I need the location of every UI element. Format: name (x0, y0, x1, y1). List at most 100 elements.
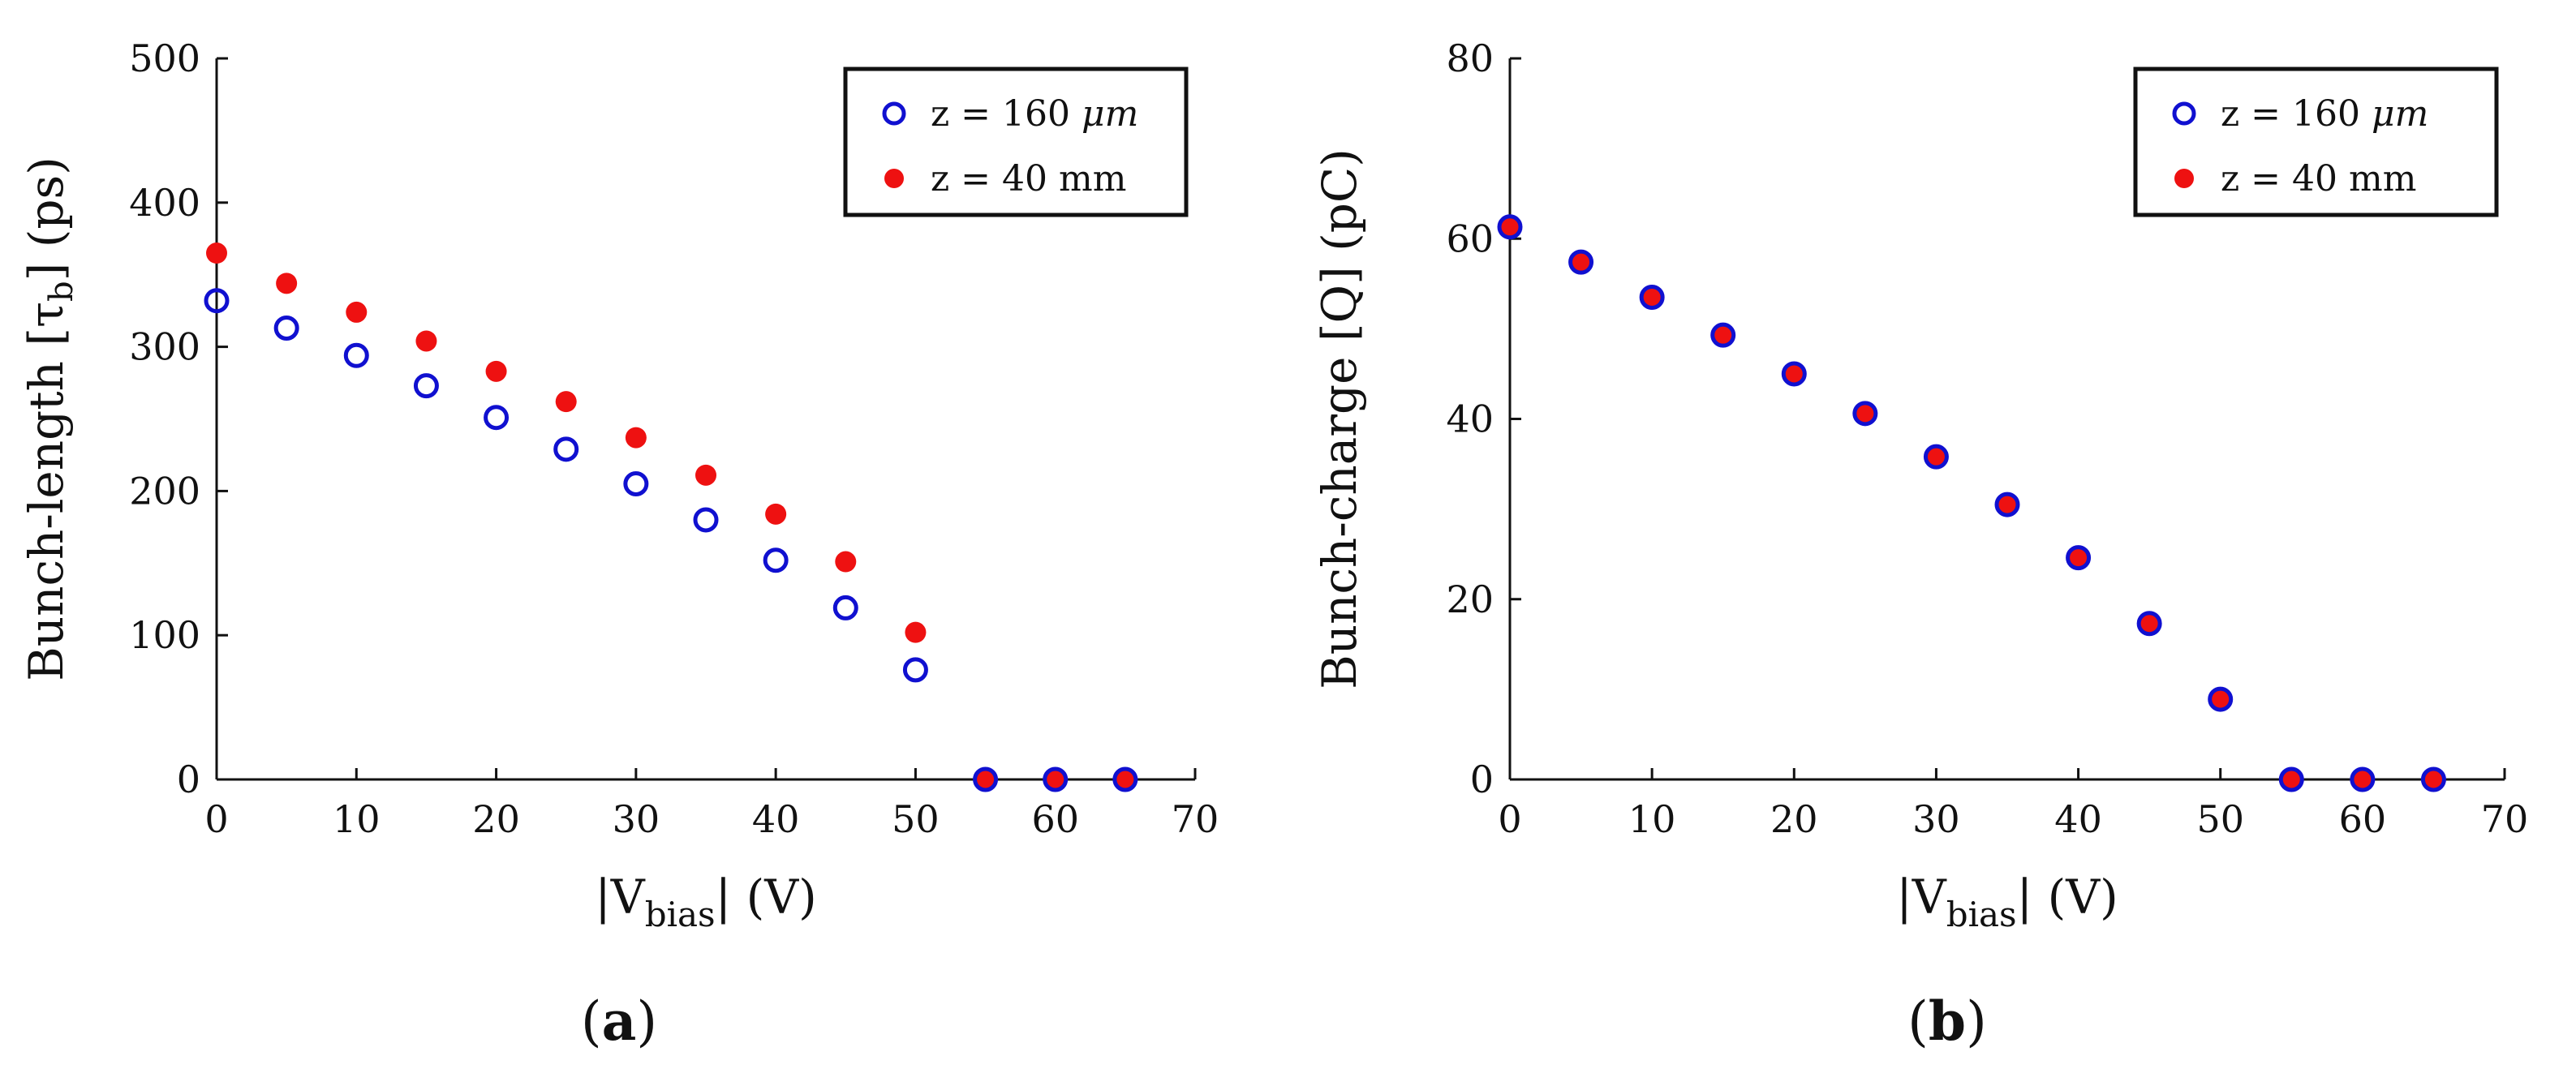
panel-label-letter: a (602, 990, 637, 1053)
data-point (1114, 769, 1136, 790)
data-point (484, 405, 510, 431)
legend-marker (2174, 169, 2194, 188)
x-tick-label: 20 (1770, 797, 1818, 841)
data-point (555, 391, 577, 413)
y-tick-label: 100 (129, 613, 200, 657)
data-point (763, 547, 789, 573)
panel-label: (a) (581, 990, 657, 1053)
data-point (2420, 766, 2446, 792)
data-point (902, 657, 928, 683)
legend-box (843, 67, 1189, 217)
data-point (765, 503, 787, 525)
data-point (1997, 494, 2018, 516)
data-point (693, 507, 719, 533)
panel-label-open: ( (1907, 990, 1929, 1053)
data-point (2209, 689, 2231, 711)
y-tick-label: 60 (1446, 217, 1494, 260)
data-point (2281, 769, 2303, 790)
y-tick-label: 20 (1446, 577, 1494, 621)
data-point (2351, 769, 2373, 790)
x-tick-label: 50 (2196, 797, 2244, 841)
data-point (1781, 361, 1807, 387)
data-point (973, 766, 999, 792)
y-label-text: Bunch-length [ (19, 328, 74, 681)
data-point (553, 436, 579, 462)
x-label-suffix: | (V) (716, 869, 817, 925)
panel-label-close: ) (636, 990, 657, 1053)
data-point (2278, 766, 2304, 792)
x-tick-label: 10 (333, 797, 381, 841)
y-label-subscript: b (43, 281, 80, 302)
data-point (1044, 769, 1066, 790)
data-point (2350, 766, 2376, 792)
data-point (413, 373, 439, 399)
legend-label: z = 160 μm (2221, 93, 2428, 135)
data-point (1783, 363, 1805, 384)
x-tick-label: 50 (892, 797, 940, 841)
legend: z = 160 μm z = 40 mm (2133, 67, 2499, 217)
data-point (1639, 284, 1665, 310)
series-1 (206, 243, 1136, 790)
y-label-symbol: τ (19, 302, 74, 328)
data-point (485, 360, 507, 382)
x-tick-label: 10 (1628, 797, 1676, 841)
legend-label-unit: μm (2372, 93, 2428, 135)
y-label-suffix: ] (ps) (19, 157, 74, 281)
data-point (625, 427, 647, 449)
data-point (1925, 446, 1947, 468)
x-axis-label: |Vbias| (V) (1896, 869, 2118, 934)
legend-marker (2172, 101, 2196, 126)
series-0 (204, 288, 1138, 792)
y-tick-label: 0 (177, 758, 200, 801)
legend-label-text: z = 160 (931, 93, 1082, 135)
series-1 (1499, 216, 2445, 790)
x-label-text: |V (1896, 869, 1947, 925)
x-tick-label: 0 (204, 797, 228, 841)
x-axis-label: |Vbias| (V) (595, 869, 816, 934)
data-point (623, 471, 649, 497)
x-tick-label: 30 (1912, 797, 1960, 841)
data-point (1570, 251, 1592, 273)
y-tick-label: 0 (1470, 758, 1494, 801)
data-point (343, 342, 369, 368)
x-tick-label: 70 (1172, 797, 1219, 841)
data-point (204, 288, 230, 314)
legend-label-text: z = 40 mm (931, 158, 1126, 200)
y-tick-label: 500 (129, 36, 200, 80)
y-tick-label: 200 (129, 469, 200, 513)
legend-marker (884, 169, 904, 188)
data-point (276, 273, 298, 294)
panel-label-close: ) (1966, 990, 1987, 1053)
x-tick-label: 60 (1031, 797, 1079, 841)
data-point (1852, 401, 1878, 427)
y-tick-label: 300 (129, 325, 200, 369)
x-label-subscript: bias (645, 895, 716, 934)
legend-label: z = 40 mm (2221, 158, 2416, 200)
data-point (1568, 249, 1594, 275)
data-point (206, 243, 227, 264)
panel-label-open: ( (581, 990, 602, 1053)
y-tick-label: 400 (129, 181, 200, 225)
legend-label-text: z = 160 (2221, 93, 2372, 135)
data-point (1923, 444, 1949, 470)
data-point (415, 330, 437, 352)
x-label-subscript: bias (1946, 895, 2017, 934)
y-tick-label: 40 (1446, 397, 1494, 441)
panel-label-letter: b (1929, 990, 1966, 1053)
x-label-suffix: | (V) (2017, 869, 2118, 925)
legend-label: z = 160 μm (931, 93, 1138, 135)
data-point (974, 769, 996, 790)
data-point (2136, 611, 2162, 637)
data-point (905, 621, 927, 643)
data-point (2067, 547, 2089, 569)
data-point (1994, 492, 2020, 517)
data-point (1112, 766, 1138, 792)
data-point (273, 315, 299, 341)
x-label-text: |V (595, 869, 646, 925)
x-tick-label: 40 (2054, 797, 2102, 841)
y-tick-label: 80 (1446, 36, 1494, 80)
y-axis-label: Bunch-length [τb] (ps) (19, 157, 80, 681)
chart-panel-b: 0 10 20 30 40 50 60 70 0 20 40 60 80 Bunch-charge [Q]… (1312, 36, 2528, 1053)
chart-panel-a: 0 10 20 30 40 50 60 70 0 100 200 300 400 500 Bunch-len… (19, 36, 1219, 1053)
panel-label: (b) (1907, 990, 1987, 1053)
